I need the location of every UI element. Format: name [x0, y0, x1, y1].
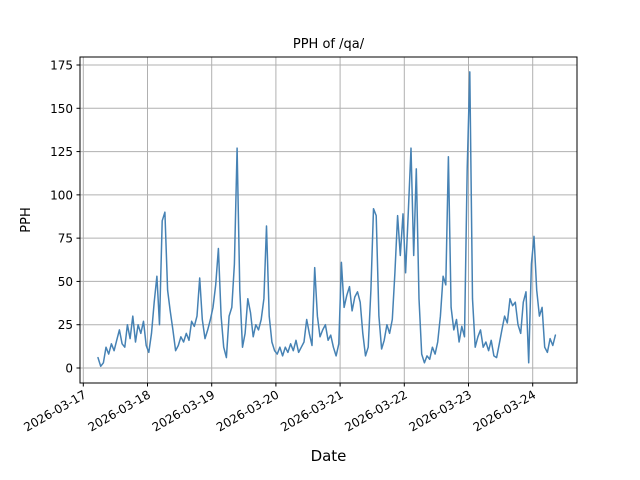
pph-series-line — [97, 71, 557, 368]
y-tick-label: 125 — [50, 145, 73, 159]
y-tick-label: 75 — [58, 232, 73, 246]
x-tick-label: 2026-03-20 — [214, 387, 281, 434]
axes-box — [79, 56, 578, 384]
x-tick-label: 2026-03-18 — [86, 387, 153, 434]
x-tick-label: 2026-03-24 — [471, 387, 538, 434]
y-tick-label: 50 — [58, 275, 73, 289]
x-tick-label: 2026-03-21 — [278, 387, 345, 434]
y-tick-label: 25 — [58, 318, 73, 332]
x-tick-label: 2026-03-23 — [407, 387, 474, 434]
x-axis-label: Date — [310, 447, 347, 465]
chart-title: PPH of /qa/ — [292, 37, 365, 52]
y-tick-label: 0 — [65, 362, 73, 376]
y-tick-label: 150 — [50, 102, 73, 116]
x-tick-label: 2026-03-17 — [21, 387, 88, 434]
y-tick-label: 100 — [50, 188, 73, 202]
x-tick-label: 2026-03-22 — [342, 387, 409, 434]
y-tick-label: 175 — [50, 59, 73, 73]
x-tick-label: 2026-03-19 — [150, 387, 217, 434]
